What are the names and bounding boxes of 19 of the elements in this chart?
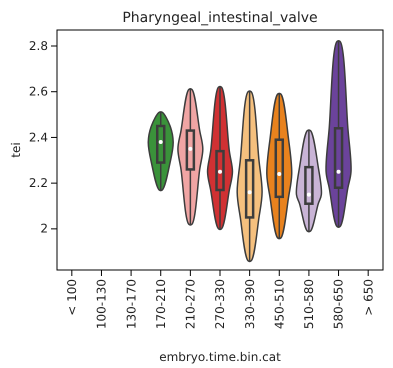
chart-title: Pharyngeal_intestinal_valve [122,10,318,26]
x-tick-label: < 100 [65,279,80,316]
y-tick-label: 2.6 [28,84,48,99]
x-tick-label: 210-270 [184,279,198,330]
y-tick-label: 2 [40,222,48,236]
x-tick-label: 130-170 [124,279,138,330]
x-axis-title: embryo.time.bin.cat [159,350,282,364]
x-tick-label: 100-130 [94,279,109,330]
y-tick-label: 2.4 [28,130,48,144]
x-tick-label: 580-650 [332,279,346,330]
x-tick-label: 170-210 [154,279,168,330]
x-tick-label: 330-390 [242,279,257,330]
y-tick-label: 2.2 [28,176,48,190]
x-tick-label: 270-330 [213,279,228,330]
x-tick-label: 510-580 [302,279,316,330]
x-tick-label: > 650 [361,279,376,316]
y-tick-label: 2.8 [28,38,48,53]
y-axis-title: tei [9,142,23,158]
x-tick-label: 450-510 [272,279,286,330]
